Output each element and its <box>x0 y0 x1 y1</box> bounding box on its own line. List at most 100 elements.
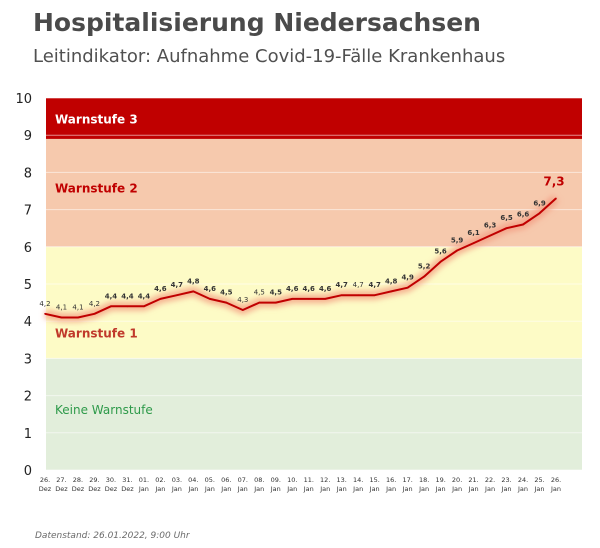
data-label: 6,9 <box>533 199 546 207</box>
x-tick-month: Jan <box>187 485 198 493</box>
x-tick-day: 13. <box>337 476 347 484</box>
data-label: 4,6 <box>154 285 167 293</box>
gridlines <box>46 97 582 471</box>
zone-labels: Keine Warnstufe Warnstufe 1 Warnstufe 2 War… <box>55 112 153 417</box>
data-point <box>340 294 343 296</box>
x-tick-month: Jan <box>468 485 479 493</box>
data-label: 4,7 <box>353 281 364 289</box>
x-tick-day: 16. <box>386 476 396 484</box>
data-point <box>192 290 195 293</box>
data-point <box>555 197 557 200</box>
x-tick-day: 31. <box>122 476 132 484</box>
x-tick-day: 20. <box>452 476 462 484</box>
data-point <box>472 242 475 244</box>
x-tick-day: 29. <box>89 476 99 484</box>
data-point <box>357 294 359 296</box>
data-label: 4,1 <box>56 303 67 311</box>
data-point <box>159 298 162 300</box>
data-label: 4,6 <box>303 285 316 293</box>
x-tick-month: Dez <box>72 485 85 493</box>
series-hospitalisierung <box>44 195 560 322</box>
x-tick-month: Jan <box>534 485 545 493</box>
data-point <box>522 223 524 226</box>
x-tick-day: 04. <box>188 476 198 484</box>
data-point <box>489 234 491 237</box>
x-tick-month: Dez <box>121 485 134 493</box>
y-tick-label: 3 <box>24 352 32 367</box>
x-tick-day: 10. <box>287 476 297 484</box>
y-tick-label: 5 <box>24 278 32 293</box>
data-point <box>324 298 327 300</box>
x-tick-day: 02. <box>155 476 165 484</box>
x-tick-month: Jan <box>336 485 347 493</box>
x-tick-month: Jan <box>385 485 396 493</box>
x-tick-month: Dez <box>39 485 52 493</box>
y-tick-label: 4 <box>24 315 32 330</box>
data-label: 4,8 <box>385 277 398 285</box>
x-tick-day: 08. <box>254 476 264 484</box>
data-label: 4,5 <box>220 289 233 297</box>
data-label: 4,6 <box>319 285 332 293</box>
data-status-footnote: Datenstand: 26.01.2022, 9:00 Uhr <box>35 531 190 541</box>
x-tick-month: Jan <box>550 485 561 493</box>
x-tick-month: Jan <box>484 485 495 493</box>
x-tick-month: Dez <box>55 485 68 493</box>
data-label: 5,9 <box>451 237 464 245</box>
x-tick-day: 22. <box>485 476 495 484</box>
data-label: 4,4 <box>105 292 118 300</box>
data-point <box>505 227 508 229</box>
x-tick-month: Jan <box>402 485 413 493</box>
x-tick-day: 26. <box>551 476 561 484</box>
data-point <box>274 301 277 304</box>
x-tick-day: 28. <box>73 476 83 484</box>
x-tick-month: Jan <box>171 485 182 493</box>
x-tick-month: Jan <box>418 485 429 493</box>
series-line <box>44 197 557 319</box>
x-tick-month: Jan <box>154 485 165 493</box>
x-tick-month: Jan <box>517 485 528 493</box>
data-point <box>258 301 261 304</box>
y-tick-label: 6 <box>24 241 32 256</box>
data-label: 4,8 <box>187 277 200 285</box>
x-tick-day: 24. <box>518 476 528 484</box>
data-point <box>126 305 129 308</box>
x-tick-day: 03. <box>172 476 182 484</box>
warning-zones <box>46 98 582 470</box>
x-tick-day: 11. <box>304 476 314 484</box>
x-tick-month: Jan <box>435 485 446 493</box>
x-tick-month: Jan <box>253 485 264 493</box>
x-tick-month: Jan <box>204 485 215 493</box>
x-tick-day: 25. <box>534 476 544 484</box>
x-tick-day: 06. <box>221 476 231 484</box>
x-tick-day: 23. <box>501 476 511 484</box>
data-point <box>110 305 112 308</box>
data-label: 4,5 <box>270 289 283 297</box>
y-tick-label: 0 <box>24 464 32 479</box>
x-tick-day: 12. <box>320 476 330 484</box>
zone-label-0: Keine Warnstufe <box>55 403 153 417</box>
x-tick-day: 09. <box>271 476 281 484</box>
y-tick-label: 7 <box>24 204 32 219</box>
x-tick-month: Jan <box>270 485 281 493</box>
data-label: 4,2 <box>89 300 100 308</box>
data-label: 4,1 <box>72 303 83 311</box>
zone-label-1: Warnstufe 1 <box>55 326 138 340</box>
x-tick-day: 18. <box>419 476 429 484</box>
data-label: 4,2 <box>39 300 50 308</box>
x-tick-month: Dez <box>88 485 101 493</box>
data-point <box>176 294 178 296</box>
data-point <box>225 301 228 304</box>
x-axis: 26.Dez27.Dez28.Dez29.Dez30.Dez31.Dez01.J… <box>39 476 561 493</box>
chart-title: Hospitalisierung Niedersachsen <box>33 8 481 37</box>
data-label: 4,4 <box>138 292 151 300</box>
x-tick-day: 17. <box>402 476 412 484</box>
x-tick-month: Jan <box>369 485 380 493</box>
x-tick-day: 27. <box>56 476 66 484</box>
x-tick-day: 19. <box>435 476 445 484</box>
x-tick-month: Jan <box>138 485 149 493</box>
zone-band-3 <box>46 98 582 139</box>
zone-label-2: Warnstufe 2 <box>55 181 138 195</box>
data-label: 4,5 <box>254 289 265 297</box>
x-tick-month: Dez <box>105 485 118 493</box>
